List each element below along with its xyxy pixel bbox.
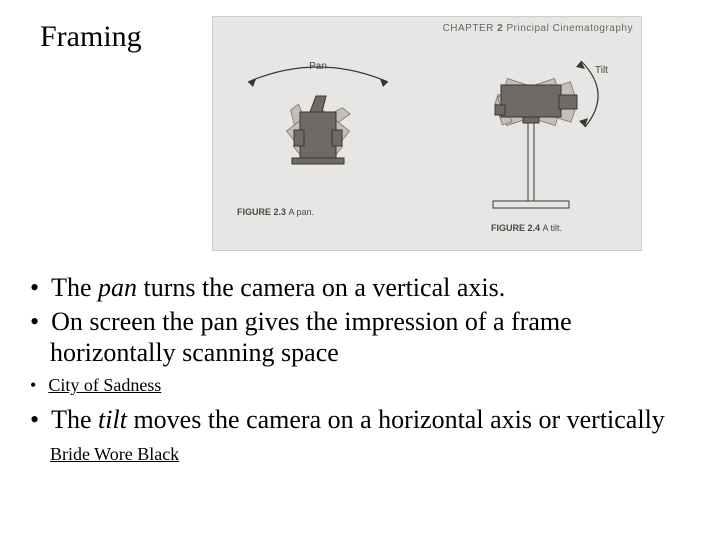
bullet-city-of-sadness: City of Sadness — [22, 373, 700, 398]
b4-post: moves the camera on a horizontal axis or… — [127, 405, 665, 434]
tilt-arc-label: Tilt — [595, 65, 608, 76]
slide-title: Framing — [40, 20, 142, 54]
b4-pre: The — [51, 405, 98, 434]
pan-svg: Pan — [233, 57, 403, 217]
pan-caption: FIGURE 2.3 A pan. — [237, 207, 314, 217]
b4-em: tilt — [98, 405, 127, 434]
b2-text: On screen the pan gives the impression o… — [50, 307, 572, 368]
chapter-header: CHAPTER 2 Principal Cinematography — [443, 23, 633, 34]
tilt-svg: Tilt — [453, 53, 623, 233]
bride-wore-black-link[interactable]: Bride Wore Black — [50, 444, 179, 464]
bullet-pan-definition: The pan turns the camera on a vertical a… — [22, 272, 700, 304]
pan-caption-text: A pan. — [289, 207, 315, 217]
bullet-pan-effect: On screen the pan gives the impression o… — [22, 306, 700, 369]
figure-panel: CHAPTER 2 Principal Cinematography Pan — [212, 16, 642, 251]
pan-caption-prefix: FIGURE 2.3 — [237, 207, 286, 217]
tilt-caption-prefix: FIGURE 2.4 — [491, 223, 540, 233]
figure-tilt: Tilt FIGUR — [453, 53, 623, 233]
chapter-title: Principal Cinematography — [506, 23, 633, 34]
chapter-number: 2 — [497, 23, 503, 34]
figure-pan: Pan — [233, 57, 403, 217]
pan-arc-label: Pan — [309, 61, 327, 72]
bullet-list: The pan turns the camera on a vertical a… — [22, 272, 700, 470]
b1-em: pan — [98, 273, 137, 302]
b1-post: turns the camera on a vertical axis. — [137, 273, 505, 302]
city-of-sadness-link[interactable]: City of Sadness — [48, 375, 161, 395]
chapter-label: CHAPTER — [443, 23, 494, 34]
bullet-tilt-definition: The tilt moves the camera on a horizonta… — [22, 404, 700, 467]
tilt-caption: FIGURE 2.4 A tilt. — [491, 223, 562, 233]
b1-pre: The — [51, 273, 98, 302]
tilt-caption-text: A tilt. — [543, 223, 563, 233]
